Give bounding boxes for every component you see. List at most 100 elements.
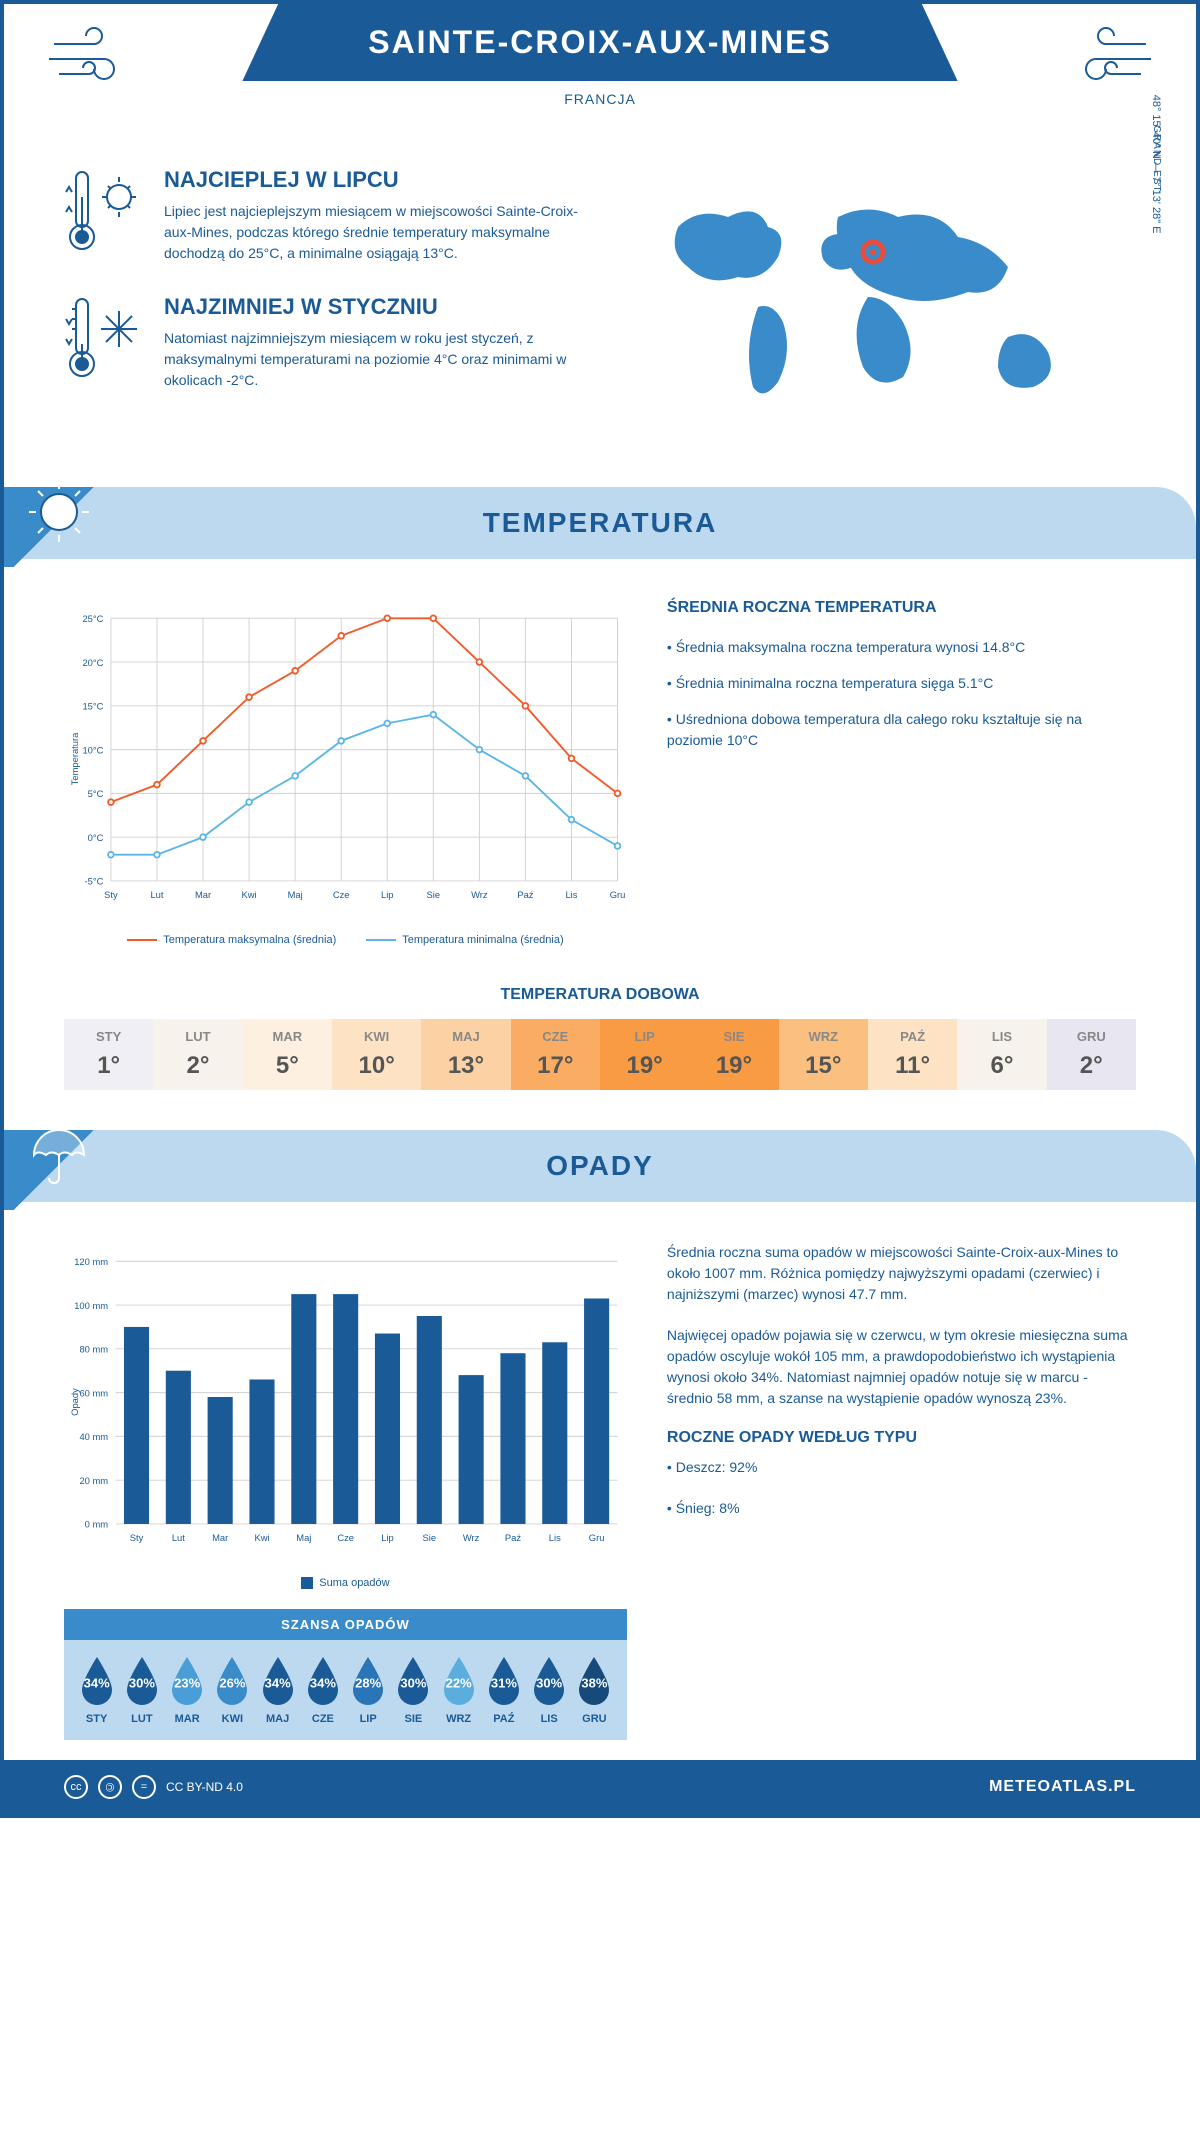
by-icon: 🄯 [98, 1775, 122, 1799]
precip-text-2: Najwięcej opadów pojawia się w czerwcu, … [667, 1325, 1136, 1409]
precipitation-title: OPADY [64, 1150, 1136, 1182]
rain-drop-item: 28% LIP [346, 1655, 391, 1725]
rain-drop-percent: 23% [174, 1675, 200, 1690]
legend-precip-label: Suma opadów [319, 1577, 389, 1589]
daily-month: LUT [158, 1029, 237, 1044]
daily-temp-cell: LIS 6° [957, 1019, 1046, 1090]
rain-drop-month: SIE [391, 1713, 436, 1725]
svg-text:Lis: Lis [565, 890, 577, 900]
svg-text:Cze: Cze [337, 1533, 354, 1543]
daily-value: 13° [426, 1052, 505, 1080]
rain-drop-month: LUT [119, 1713, 164, 1725]
temperature-content: -5°C0°C5°C10°C15°C20°C25°CStyLutMarKwiMa… [4, 579, 1196, 966]
svg-text:0°C: 0°C [88, 833, 104, 843]
svg-text:80 mm: 80 mm [79, 1345, 108, 1355]
legend-precip-swatch [301, 1577, 313, 1589]
rain-chance: SZANSA OPADÓW 34% STY 30% LUT 23% MAR 26… [64, 1609, 627, 1740]
svg-text:100 mm: 100 mm [74, 1301, 108, 1311]
precipitation-bar-chart: 0 mm20 mm40 mm60 mm80 mm100 mm120 mmOpad… [64, 1242, 627, 1562]
daily-value: 1° [69, 1052, 148, 1080]
svg-text:Paź: Paź [505, 1533, 521, 1543]
svg-text:Mar: Mar [212, 1533, 228, 1543]
precipitation-section-header: OPADY [4, 1130, 1196, 1202]
daily-month: MAJ [426, 1029, 505, 1044]
rain-drop-item: 34% STY [74, 1655, 119, 1725]
daily-temp-cell: SIE 19° [689, 1019, 778, 1090]
daily-month: SIE [694, 1029, 773, 1044]
svg-text:Lis: Lis [549, 1533, 561, 1543]
svg-text:60 mm: 60 mm [79, 1388, 108, 1398]
daily-temp-cell: STY 1° [64, 1019, 153, 1090]
legend-precip: Suma opadów [301, 1577, 389, 1589]
rain-chance-title: SZANSA OPADÓW [64, 1609, 627, 1640]
rain-drop-month: PAŹ [481, 1713, 526, 1725]
rain-drop-icon: 34% [77, 1655, 117, 1705]
rain-drop-percent: 38% [581, 1675, 607, 1690]
svg-text:Lip: Lip [381, 1533, 394, 1543]
precipitation-info: Średnia roczna suma opadów w miejscowośc… [667, 1242, 1136, 1740]
daily-value: 6° [962, 1052, 1041, 1080]
rain-drop-percent: 30% [400, 1675, 426, 1690]
svg-text:Temperatura: Temperatura [70, 732, 80, 785]
temperature-section-header: TEMPERATURA [4, 487, 1196, 559]
daily-value: 5° [248, 1052, 327, 1080]
rain-drop-item: 26% KWI [210, 1655, 255, 1725]
rain-drop-item: 23% MAR [165, 1655, 210, 1725]
rain-drop-item: 34% CZE [300, 1655, 345, 1725]
svg-text:Paź: Paź [517, 890, 533, 900]
svg-text:Sty: Sty [130, 1533, 144, 1543]
precipitation-content: 0 mm20 mm40 mm60 mm80 mm100 mm120 mmOpad… [4, 1222, 1196, 1760]
daily-month: STY [69, 1029, 148, 1044]
svg-text:Lip: Lip [381, 890, 394, 900]
svg-text:Sty: Sty [104, 890, 118, 900]
rain-drop-percent: 22% [446, 1675, 472, 1690]
rain-drop-month: WRZ [436, 1713, 481, 1725]
svg-text:20 mm: 20 mm [79, 1476, 108, 1486]
rain-drop-month: MAJ [255, 1713, 300, 1725]
rain-drop-percent: 30% [129, 1675, 155, 1690]
legend-min-swatch [366, 939, 396, 941]
rain-drop-item: 31% PAŹ [481, 1655, 526, 1725]
svg-text:Kwi: Kwi [254, 1533, 269, 1543]
svg-text:Gru: Gru [610, 890, 626, 900]
rain-drop-month: GRU [572, 1713, 617, 1725]
legend-max: Temperatura maksymalna (średnia) [127, 934, 336, 946]
coordinates: 48° 15' 40" N — 7° 13' 28" E [1150, 95, 1162, 234]
rain-drop-icon: 38% [574, 1655, 614, 1705]
rain-drop-icon: 34% [258, 1655, 298, 1705]
thermometer-cold-icon [64, 294, 144, 391]
temperature-info: ŚREDNIA ROCZNA TEMPERATURA Średnia maksy… [667, 599, 1136, 946]
svg-text:0 mm: 0 mm [85, 1520, 109, 1530]
svg-text:Wrz: Wrz [463, 1533, 480, 1543]
wind-icon-left [44, 24, 144, 99]
license-text: CC BY-ND 4.0 [166, 1780, 243, 1794]
rain-drop-item: 30% LUT [119, 1655, 164, 1725]
daily-temp-cell: MAJ 13° [421, 1019, 510, 1090]
temperature-legend: Temperatura maksymalna (średnia) Tempera… [64, 934, 627, 946]
rain-drop-icon: 26% [212, 1655, 252, 1705]
svg-text:Maj: Maj [288, 890, 303, 900]
rain-drop-month: LIP [346, 1713, 391, 1725]
page: SAINTE-CROIX-AUX-MINES FRANCJA NAJCIEPLE… [0, 0, 1200, 1818]
umbrella-icon [24, 1120, 94, 1195]
temperature-line-chart: -5°C0°C5°C10°C15°C20°C25°CStyLutMarKwiMa… [64, 599, 627, 919]
location-title: SAINTE-CROIX-AUX-MINES [282, 24, 917, 61]
legend-min-label: Temperatura minimalna (średnia) [402, 934, 563, 946]
svg-text:Sie: Sie [423, 1533, 437, 1543]
legend-max-label: Temperatura maksymalna (średnia) [163, 934, 336, 946]
title-banner: SAINTE-CROIX-AUX-MINES [242, 4, 957, 81]
daily-month: LIP [605, 1029, 684, 1044]
rain-drop-percent: 31% [491, 1675, 517, 1690]
wind-icon-right [1056, 24, 1156, 99]
rain-drop-item: 38% GRU [572, 1655, 617, 1725]
rain-drop-month: LIS [527, 1713, 572, 1725]
temperature-title: TEMPERATURA [64, 507, 1136, 539]
annual-point-2: Średnia minimalna roczna temperatura się… [667, 673, 1136, 694]
daily-temp-table: STY 1° LUT 2° MAR 5° KWI 10° MAJ 13° CZE… [64, 1019, 1136, 1090]
daily-temp-cell: LIP 19° [600, 1019, 689, 1090]
precip-snow: Śnieg: 8% [667, 1498, 1136, 1519]
footer: cc 🄯 = CC BY-ND 4.0 METEOATLAS.PL [4, 1760, 1196, 1814]
svg-text:20°C: 20°C [82, 658, 103, 668]
rain-drop-icon: 34% [303, 1655, 343, 1705]
svg-text:120 mm: 120 mm [74, 1257, 108, 1267]
